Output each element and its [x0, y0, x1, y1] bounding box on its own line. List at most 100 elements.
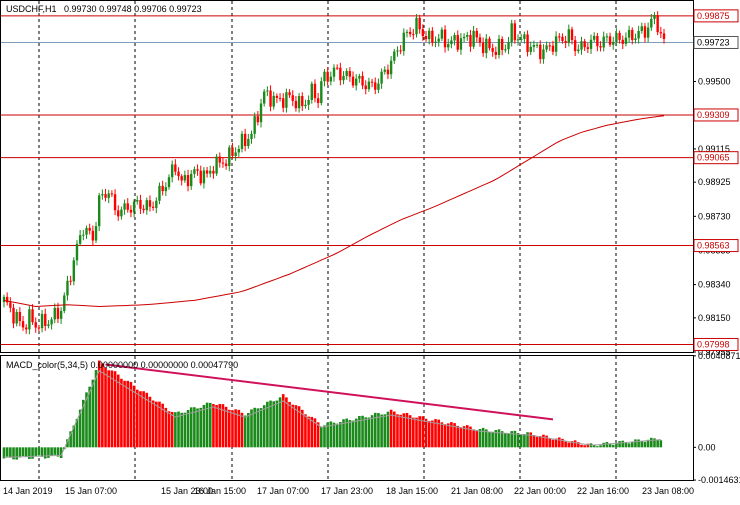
- macd-bar: [323, 425, 326, 448]
- horizontal-levels: [1, 15, 693, 345]
- candle-body: [342, 75, 345, 81]
- macd-bar: [424, 418, 428, 448]
- candle-body: [196, 169, 199, 171]
- candle-body: [345, 71, 348, 76]
- macd-bar: [247, 413, 250, 448]
- macd-bar: [643, 441, 647, 448]
- macd-bar: [231, 410, 234, 448]
- candle-body: [408, 31, 412, 35]
- candle-body: [215, 156, 218, 174]
- macd-bar: [34, 447, 38, 457]
- macd-bar: [129, 381, 133, 448]
- macd-bar: [43, 447, 47, 459]
- macd-bar: [583, 445, 586, 448]
- level-price-box: [693, 151, 739, 165]
- macd-trendline: [105, 363, 554, 421]
- candle-body: [481, 42, 485, 54]
- macd-bar: [237, 409, 241, 448]
- macd-bar: [659, 440, 663, 448]
- candle-body: [450, 40, 453, 45]
- macd-bar: [297, 406, 301, 448]
- candle-body: [97, 195, 101, 227]
- candle-body: [520, 38, 523, 40]
- candle-body: [577, 49, 580, 52]
- candle-body: [234, 152, 237, 157]
- candle-body: [523, 34, 526, 39]
- macd-bar: [218, 404, 222, 448]
- candle-body: [221, 162, 225, 164]
- macd-bar: [59, 447, 63, 459]
- candle-body: [218, 156, 221, 163]
- macd-bar: [380, 414, 383, 448]
- macd-bar: [358, 416, 361, 448]
- macd-bar: [253, 407, 256, 448]
- candle-body: [415, 17, 418, 35]
- macd-bar: [370, 415, 374, 448]
- macd-bar: [504, 433, 507, 448]
- candle-body: [393, 51, 396, 61]
- macd-bar: [450, 422, 453, 448]
- time-tick-label: 15 Jan 23:00: [161, 486, 213, 496]
- macd-bar: [405, 412, 409, 448]
- macd-bar: [386, 411, 390, 448]
- macd-bar: [215, 405, 218, 448]
- macd-bar: [161, 403, 164, 448]
- macd-bar: [548, 438, 552, 448]
- candle-body: [228, 147, 231, 166]
- price-tick-label: 0.99115: [698, 144, 730, 154]
- candle-body: [123, 203, 126, 210]
- candle-body: [139, 200, 142, 209]
- macd-bar: [313, 418, 317, 448]
- macd-bar: [288, 401, 291, 448]
- candle-body: [335, 67, 339, 69]
- macd-bar: [262, 405, 266, 448]
- macd-bar: [611, 444, 615, 448]
- macd-bar: [580, 444, 583, 448]
- macd-bar: [53, 447, 57, 455]
- candle-body: [250, 133, 253, 139]
- candle-body: [427, 30, 431, 40]
- macd-bar: [151, 400, 155, 448]
- macd-bar: [78, 409, 82, 448]
- macd-bar: [618, 441, 621, 448]
- macd-bar: [634, 439, 637, 448]
- time-tick-label: 15 Jan 07:00: [65, 486, 117, 496]
- candle-body: [75, 243, 79, 261]
- macd-bar: [21, 447, 25, 456]
- candle-body: [301, 96, 304, 107]
- candle-body: [615, 32, 618, 42]
- time-tick-label: 23 Jan 08:00: [642, 486, 694, 496]
- macd-bar: [2, 447, 6, 459]
- time-tick-label: 16 Jan 15:00: [194, 486, 246, 496]
- candle-body: [240, 133, 244, 149]
- macd-bar: [40, 447, 44, 457]
- macd-bar: [37, 447, 41, 456]
- macd-bar: [551, 439, 555, 448]
- candle-body: [151, 206, 155, 208]
- candle-body: [101, 194, 104, 196]
- candle-body: [459, 38, 463, 50]
- candle-body: [532, 44, 536, 47]
- price-tick-label: 0.98340: [698, 280, 731, 290]
- candle-body: [548, 45, 551, 47]
- candle-body: [627, 29, 631, 38]
- time-tick-label: 14 Jan 2019: [3, 486, 53, 496]
- macd-bar: [523, 434, 526, 448]
- candle-body: [129, 209, 133, 213]
- level-price-label: 0.98563: [697, 241, 730, 251]
- macd-tick-label: 0.0040871: [698, 351, 740, 361]
- macd-bar: [101, 363, 104, 448]
- level-price-box: [693, 239, 739, 253]
- price-axis: 0.995000.991150.989250.987300.985350.983…: [693, 9, 740, 485]
- macd-bar: [351, 420, 355, 448]
- candle-body: [643, 26, 647, 38]
- candle-body: [624, 37, 628, 44]
- macd-bar: [256, 408, 260, 448]
- macd-bar: [478, 429, 482, 448]
- macd-bar: [570, 441, 574, 448]
- macd-bar: [519, 434, 523, 448]
- macd-bar: [82, 399, 85, 448]
- candle-body: [564, 41, 567, 43]
- candle-body: [25, 327, 28, 330]
